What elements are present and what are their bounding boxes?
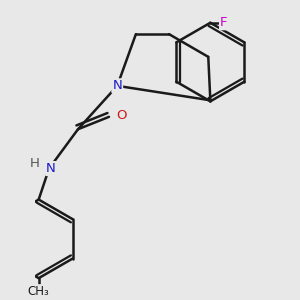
Text: O: O	[116, 109, 127, 122]
Text: H: H	[30, 157, 40, 170]
Text: CH₃: CH₃	[28, 285, 50, 298]
Text: N: N	[112, 79, 122, 92]
Text: N: N	[46, 162, 56, 175]
Text: F: F	[220, 16, 227, 29]
